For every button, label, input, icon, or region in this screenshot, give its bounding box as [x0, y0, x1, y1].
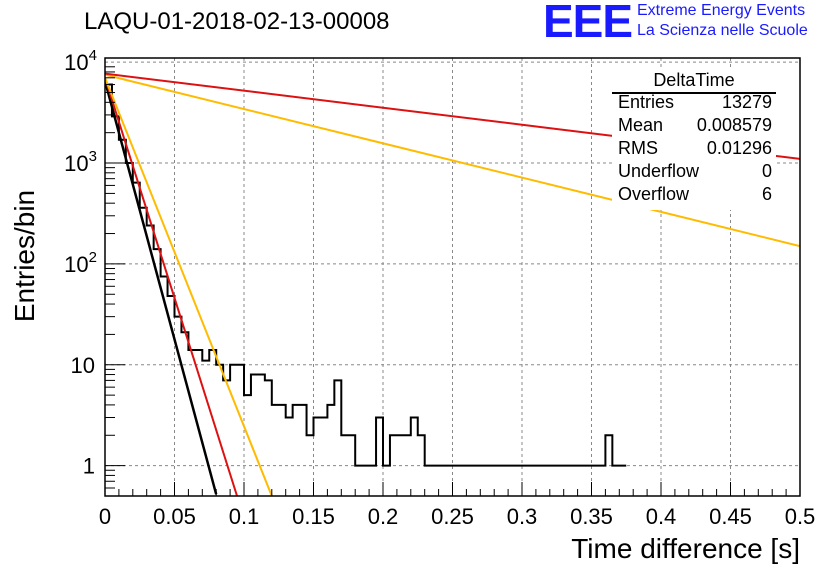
stats-key: Entries	[618, 92, 675, 112]
fit-line	[105, 77, 273, 496]
x-tick-label: 0.35	[570, 504, 613, 529]
stats-row-overflow: Overflow 6	[618, 184, 772, 206]
stats-box: DeltaTime Entries 13279 Mean 0.008579 RM…	[612, 70, 776, 210]
stats-value: 13279	[721, 92, 772, 112]
stats-key: Underflow	[618, 161, 700, 181]
x-tick-label: 0.45	[709, 504, 752, 529]
stats-key: Overflow	[618, 184, 690, 204]
x-tick-label: 0.2	[368, 504, 399, 529]
chart-title: LAQU-01-2018-02-13-00008	[84, 8, 390, 35]
stats-header: DeltaTime	[653, 70, 735, 90]
x-axis-label: Time difference [s]	[571, 533, 800, 564]
x-tick-label: 0.1	[229, 504, 260, 529]
x-tick-label: 0.4	[646, 504, 677, 529]
fit-line	[105, 80, 218, 495]
stats-header-rule	[612, 92, 776, 94]
fit-line	[105, 77, 239, 496]
logo-line-2: La Scienza nelle Scuole	[637, 22, 808, 39]
stats-value: 0.008579	[696, 115, 772, 135]
x-tick-label: 0.15	[292, 504, 335, 529]
stats-row-entries: Entries 13279	[618, 92, 772, 114]
fit-line	[105, 73, 800, 248]
x-tick-label: 0.05	[153, 504, 196, 529]
stats-value: 0.01296	[706, 138, 772, 158]
x-tick-label: 0	[99, 504, 111, 529]
y-tick-label: 10	[71, 353, 95, 378]
histogram-outline	[105, 83, 627, 467]
y-tick-label: 104	[64, 47, 97, 75]
y-tick-label: 102	[64, 249, 97, 277]
logo-line-1: Extreme Energy Events	[637, 2, 806, 19]
x-tick-label: 0.25	[431, 504, 474, 529]
y-tick-label: 103	[64, 148, 97, 176]
stats-row-rms: RMS 0.01296	[618, 138, 772, 160]
stats-key: RMS	[618, 138, 658, 158]
stats-value: 6	[761, 184, 772, 204]
stats-key: Mean	[618, 115, 664, 135]
stats-row-mean: Mean 0.008579	[618, 115, 772, 137]
y-tick-label: 1	[83, 454, 95, 479]
x-tick-label: 0.5	[785, 504, 816, 529]
stats-row-underflow: Underflow 0	[618, 161, 772, 183]
stats-value: 0	[761, 161, 772, 181]
eee-logo: EEE	[543, 0, 633, 47]
x-tick-label: 0.3	[507, 504, 538, 529]
